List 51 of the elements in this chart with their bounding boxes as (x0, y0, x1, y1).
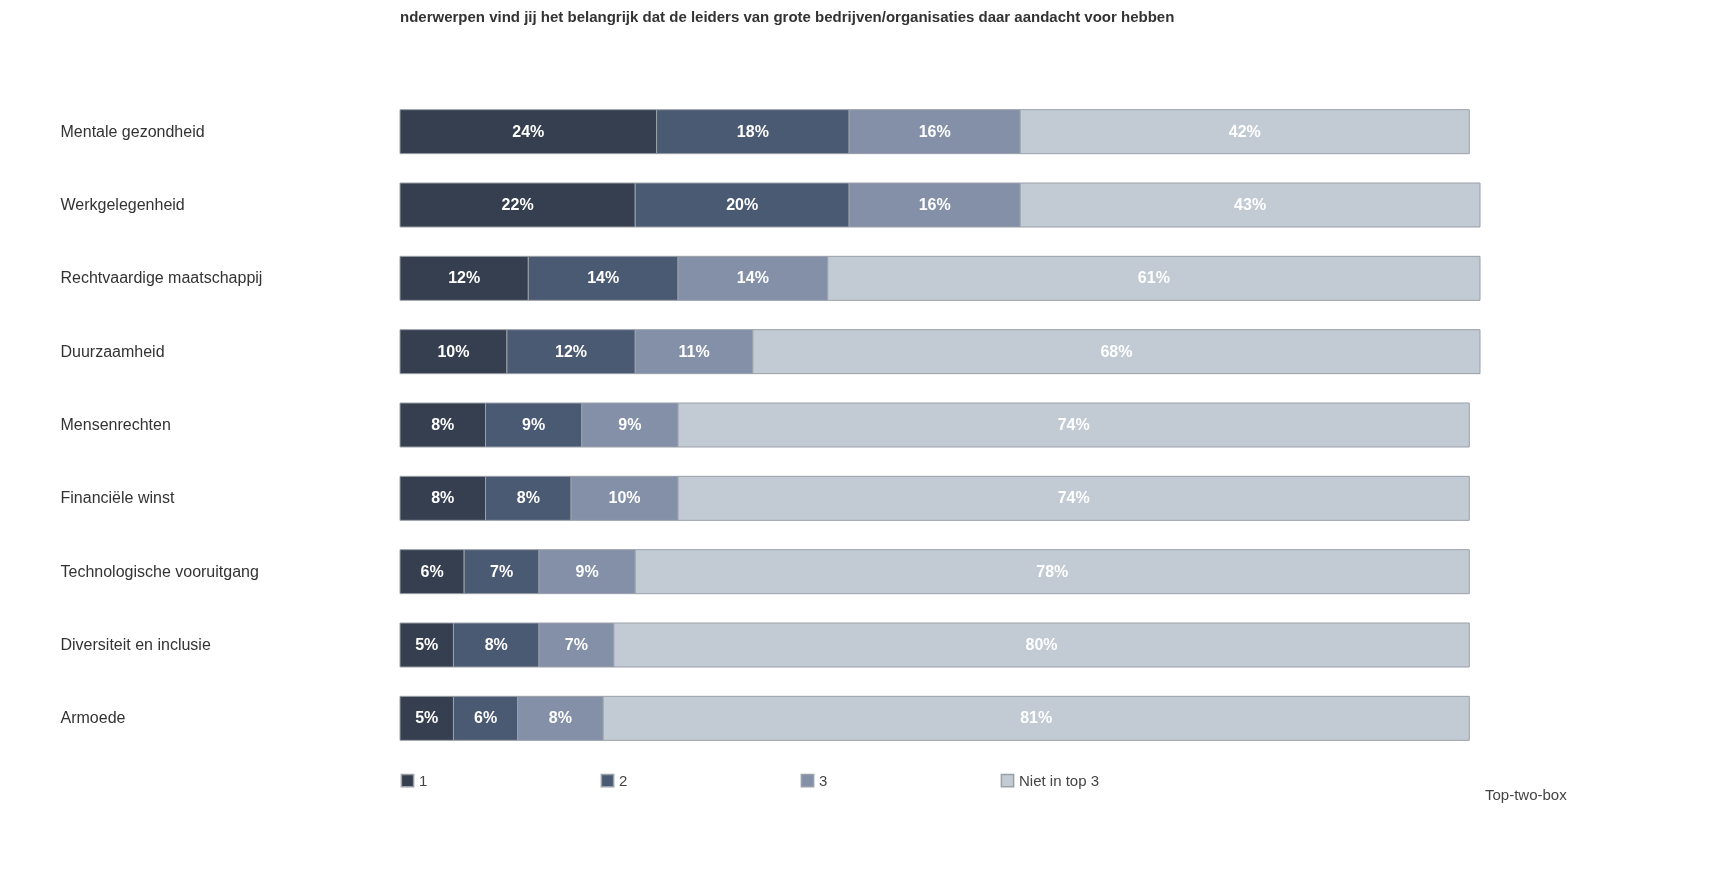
data-label: 8% (548, 709, 572, 727)
data-label: 6% (420, 562, 444, 580)
y-tick-label: Diversiteit en inclusie (60, 636, 211, 653)
data-label: 61% (1137, 269, 1170, 287)
y-tick-label: Mensenrechten (60, 416, 171, 433)
data-label: 74% (1057, 416, 1090, 433)
data-label: 10% (437, 342, 470, 360)
data-label: 14% (587, 269, 620, 287)
legend-label: Niet in top 3 (1019, 771, 1100, 789)
y-tick-label: Armoede (60, 709, 126, 727)
data-label: 12% (448, 269, 481, 287)
y-tick-label: Technologische vooruitgang (60, 562, 259, 580)
y-tick-label: Werkgelegenheid (60, 196, 185, 213)
text: Top-two-box (1485, 786, 1568, 803)
data-label: 16% (918, 122, 951, 140)
data-label: 8% (484, 636, 508, 653)
legend-label: 3 (819, 771, 828, 789)
data-label: 74% (1057, 489, 1090, 507)
y-tick-label: Mentale gezondheid (60, 122, 205, 140)
data-label: 10% (608, 489, 641, 507)
data-label: 9% (618, 416, 642, 433)
data-label: 5% (415, 709, 439, 727)
data-label: 12% (555, 342, 588, 360)
data-label: 43% (1234, 196, 1267, 213)
data-label: 9% (522, 416, 546, 433)
legend-label: 2 (619, 771, 628, 789)
y-tick-label: Financiële winst (60, 489, 175, 507)
legend-label: 1 (419, 771, 428, 789)
data-label: 20% (726, 196, 759, 213)
data-label: 18% (736, 122, 769, 140)
y-tick-label: Duurzaamheid (60, 342, 165, 360)
y-tick-label: Rechtvaardige maatschappij (60, 269, 263, 287)
data-label: 78% (1036, 562, 1069, 580)
data-label: 24% (512, 122, 545, 140)
data-label: 16% (918, 196, 951, 213)
data-label: 8% (431, 489, 455, 507)
data-label: 80% (1025, 636, 1058, 653)
data-label: 14% (736, 269, 769, 287)
chart-title: nderwerpen vind jij het belangrijk dat de leiders van grote bedrijven/organisaties daar aandacht voor hebben (400, 8, 1175, 25)
data-label: 68% (1100, 342, 1133, 360)
data-label: 8% (516, 489, 540, 507)
data-label: 7% (490, 562, 514, 580)
data-label: 8% (431, 416, 455, 433)
data-label: 7% (564, 636, 588, 653)
data-label: 5% (415, 636, 439, 653)
data-label: 9% (575, 562, 599, 580)
data-label: 22% (501, 196, 534, 213)
data-label: 11% (678, 342, 710, 360)
data-label: 81% (1020, 709, 1053, 727)
data-label: 6% (473, 709, 498, 727)
data-label: 42% (1228, 122, 1261, 140)
